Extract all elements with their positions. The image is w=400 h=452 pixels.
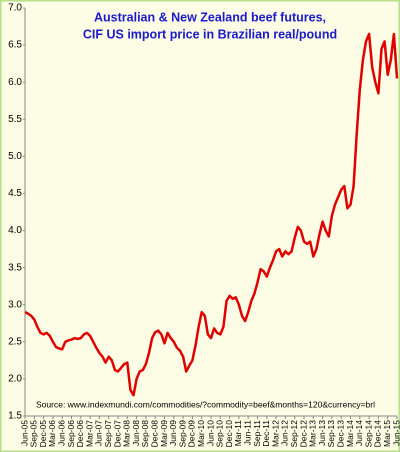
x-tick-label: Dec-09 bbox=[187, 420, 197, 448]
x-tick-label: Dec-11 bbox=[261, 420, 271, 447]
x-tick-label: Jun-07 bbox=[94, 420, 104, 446]
x-tick-label: Jun-10 bbox=[205, 420, 215, 446]
x-tick-label: Sep-13 bbox=[326, 420, 336, 448]
y-tick-label: 6.5 bbox=[8, 40, 22, 51]
x-tick-label: Jun-06 bbox=[56, 420, 66, 446]
chart-title: Australian & New Zealand beef futures, bbox=[94, 10, 326, 24]
x-tick-label: Mar-08 bbox=[122, 420, 132, 447]
x-tick-label: Jun-12 bbox=[280, 420, 290, 446]
x-tick-label: Sep-09 bbox=[177, 420, 187, 448]
y-tick-label: 3.0 bbox=[8, 299, 22, 310]
y-tick-label: 4.0 bbox=[8, 225, 22, 236]
x-tick-label: Dec-08 bbox=[149, 420, 159, 448]
x-tick-label: Mar-07 bbox=[84, 420, 94, 447]
x-tick-label: Jun-13 bbox=[317, 420, 327, 446]
x-tick-label: Sep-14 bbox=[363, 420, 373, 448]
y-tick-label: 7.0 bbox=[8, 3, 22, 14]
x-tick-label: Sep-07 bbox=[103, 420, 113, 448]
y-tick-label: 4.5 bbox=[8, 188, 22, 199]
y-tick-label: 1.5 bbox=[8, 411, 22, 422]
x-tick-label: Mar-13 bbox=[308, 420, 318, 447]
x-tick-label: Sep-05 bbox=[29, 420, 39, 448]
y-tick-label: 3.5 bbox=[8, 262, 22, 273]
x-tick-label: Mar-15 bbox=[382, 420, 392, 447]
x-tick-label: Jun-14 bbox=[354, 420, 364, 446]
x-tick-label: Jun-05 bbox=[19, 420, 29, 446]
x-tick-label: Dec-10 bbox=[224, 420, 234, 448]
x-tick-label: Mar-11 bbox=[233, 420, 243, 447]
y-tick-label: 5.5 bbox=[8, 114, 22, 125]
x-tick-label: Mar-06 bbox=[47, 420, 57, 447]
x-tick-label: Jun-11 bbox=[242, 420, 252, 446]
y-tick-label: 6.0 bbox=[8, 77, 22, 88]
price-line bbox=[24, 32, 399, 397]
x-tick-label: Sep-12 bbox=[289, 420, 299, 448]
x-tick-label: Mar-14 bbox=[345, 420, 355, 447]
x-tick-label: Dec-07 bbox=[112, 420, 122, 448]
x-tick-label: Sep-10 bbox=[215, 420, 225, 448]
x-tick-label: Jun-08 bbox=[131, 420, 141, 446]
y-tick-label: 2.5 bbox=[8, 336, 22, 347]
x-tick-label: Jun-15 bbox=[391, 420, 400, 446]
chart-subtitle: CIF US import price in Brazilian real/po… bbox=[83, 27, 337, 41]
x-tick-label: Sep-11 bbox=[252, 420, 262, 447]
x-tick-label: Dec-05 bbox=[38, 420, 48, 448]
x-tick-label: Jun-09 bbox=[168, 420, 178, 446]
x-tick-label: Dec-06 bbox=[75, 420, 85, 448]
x-tick-label: Dec-14 bbox=[373, 420, 383, 448]
x-tick-label: Dec-13 bbox=[335, 420, 345, 448]
y-tick-label: 2.0 bbox=[8, 374, 22, 385]
x-tick-label: Mar-12 bbox=[270, 420, 280, 447]
x-tick-label: Sep-08 bbox=[140, 420, 150, 448]
x-tick-label: Mar-09 bbox=[159, 420, 169, 447]
y-tick-label: 5.0 bbox=[8, 151, 22, 162]
source-note: Source: www.indexmundi.com/commodities/?… bbox=[36, 399, 375, 409]
x-tick-label: Mar-10 bbox=[196, 420, 206, 447]
x-tick-label: Dec-12 bbox=[298, 420, 308, 448]
x-tick-label: Sep-06 bbox=[66, 420, 76, 448]
